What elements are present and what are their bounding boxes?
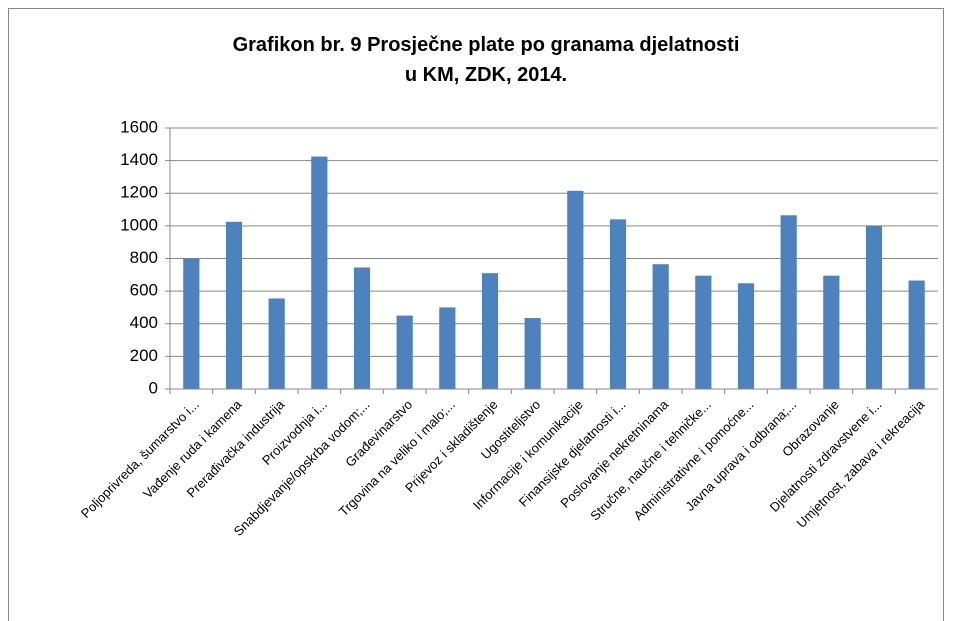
bar	[439, 307, 456, 389]
bar	[865, 225, 883, 389]
bar	[695, 275, 712, 389]
bar	[567, 190, 584, 389]
y-tick-label: 800	[130, 248, 158, 267]
bar	[225, 221, 243, 389]
bar	[609, 219, 627, 389]
y-tick-label: 600	[130, 281, 158, 300]
chart-frame	[8, 8, 944, 621]
bar	[652, 264, 669, 389]
bar	[481, 273, 499, 389]
y-tick-label: 1000	[120, 215, 158, 234]
y-tick-label: 1400	[120, 150, 158, 169]
bar	[780, 215, 797, 389]
bar	[183, 258, 200, 389]
y-tick-label: 1200	[120, 183, 158, 202]
bar	[908, 280, 925, 389]
y-tick-label: 1600	[120, 117, 158, 136]
bar	[268, 298, 285, 389]
bar	[396, 315, 413, 389]
y-tick-label: 400	[130, 313, 158, 332]
bar	[737, 283, 755, 389]
bar	[524, 318, 541, 389]
bar	[353, 267, 371, 389]
y-tick-label: 200	[130, 346, 158, 365]
bar	[311, 156, 328, 389]
y-tick-label: 0	[149, 378, 158, 397]
bar	[823, 275, 840, 389]
chart-title: Grafikon br. 9 Prosječne plate po granam…	[232, 34, 740, 86]
